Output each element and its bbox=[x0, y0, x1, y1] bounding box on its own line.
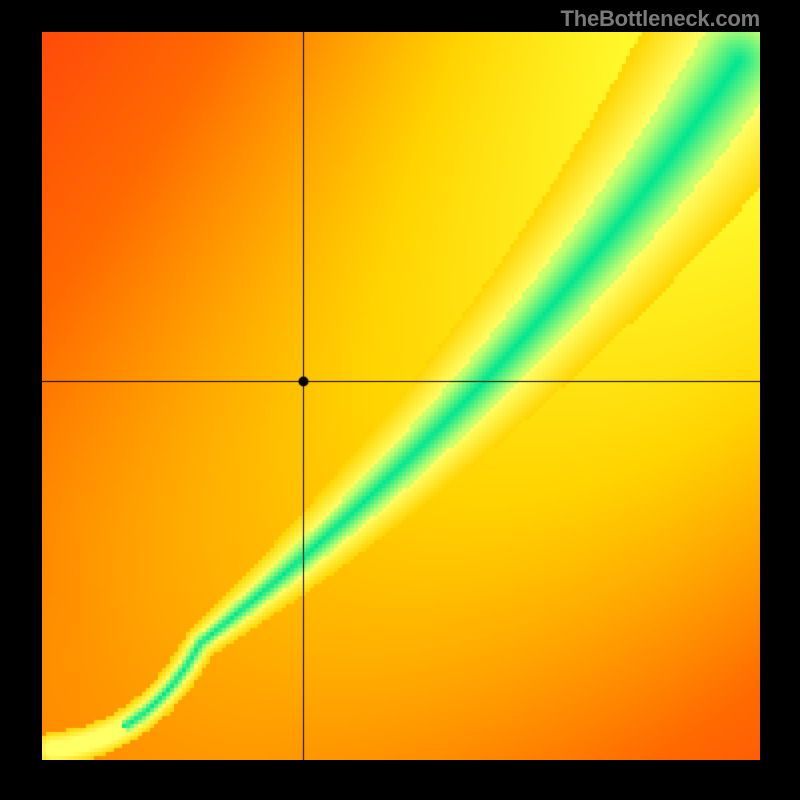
watermark-text: TheBottleneck.com bbox=[560, 6, 760, 32]
bottleneck-heatmap bbox=[42, 32, 760, 760]
